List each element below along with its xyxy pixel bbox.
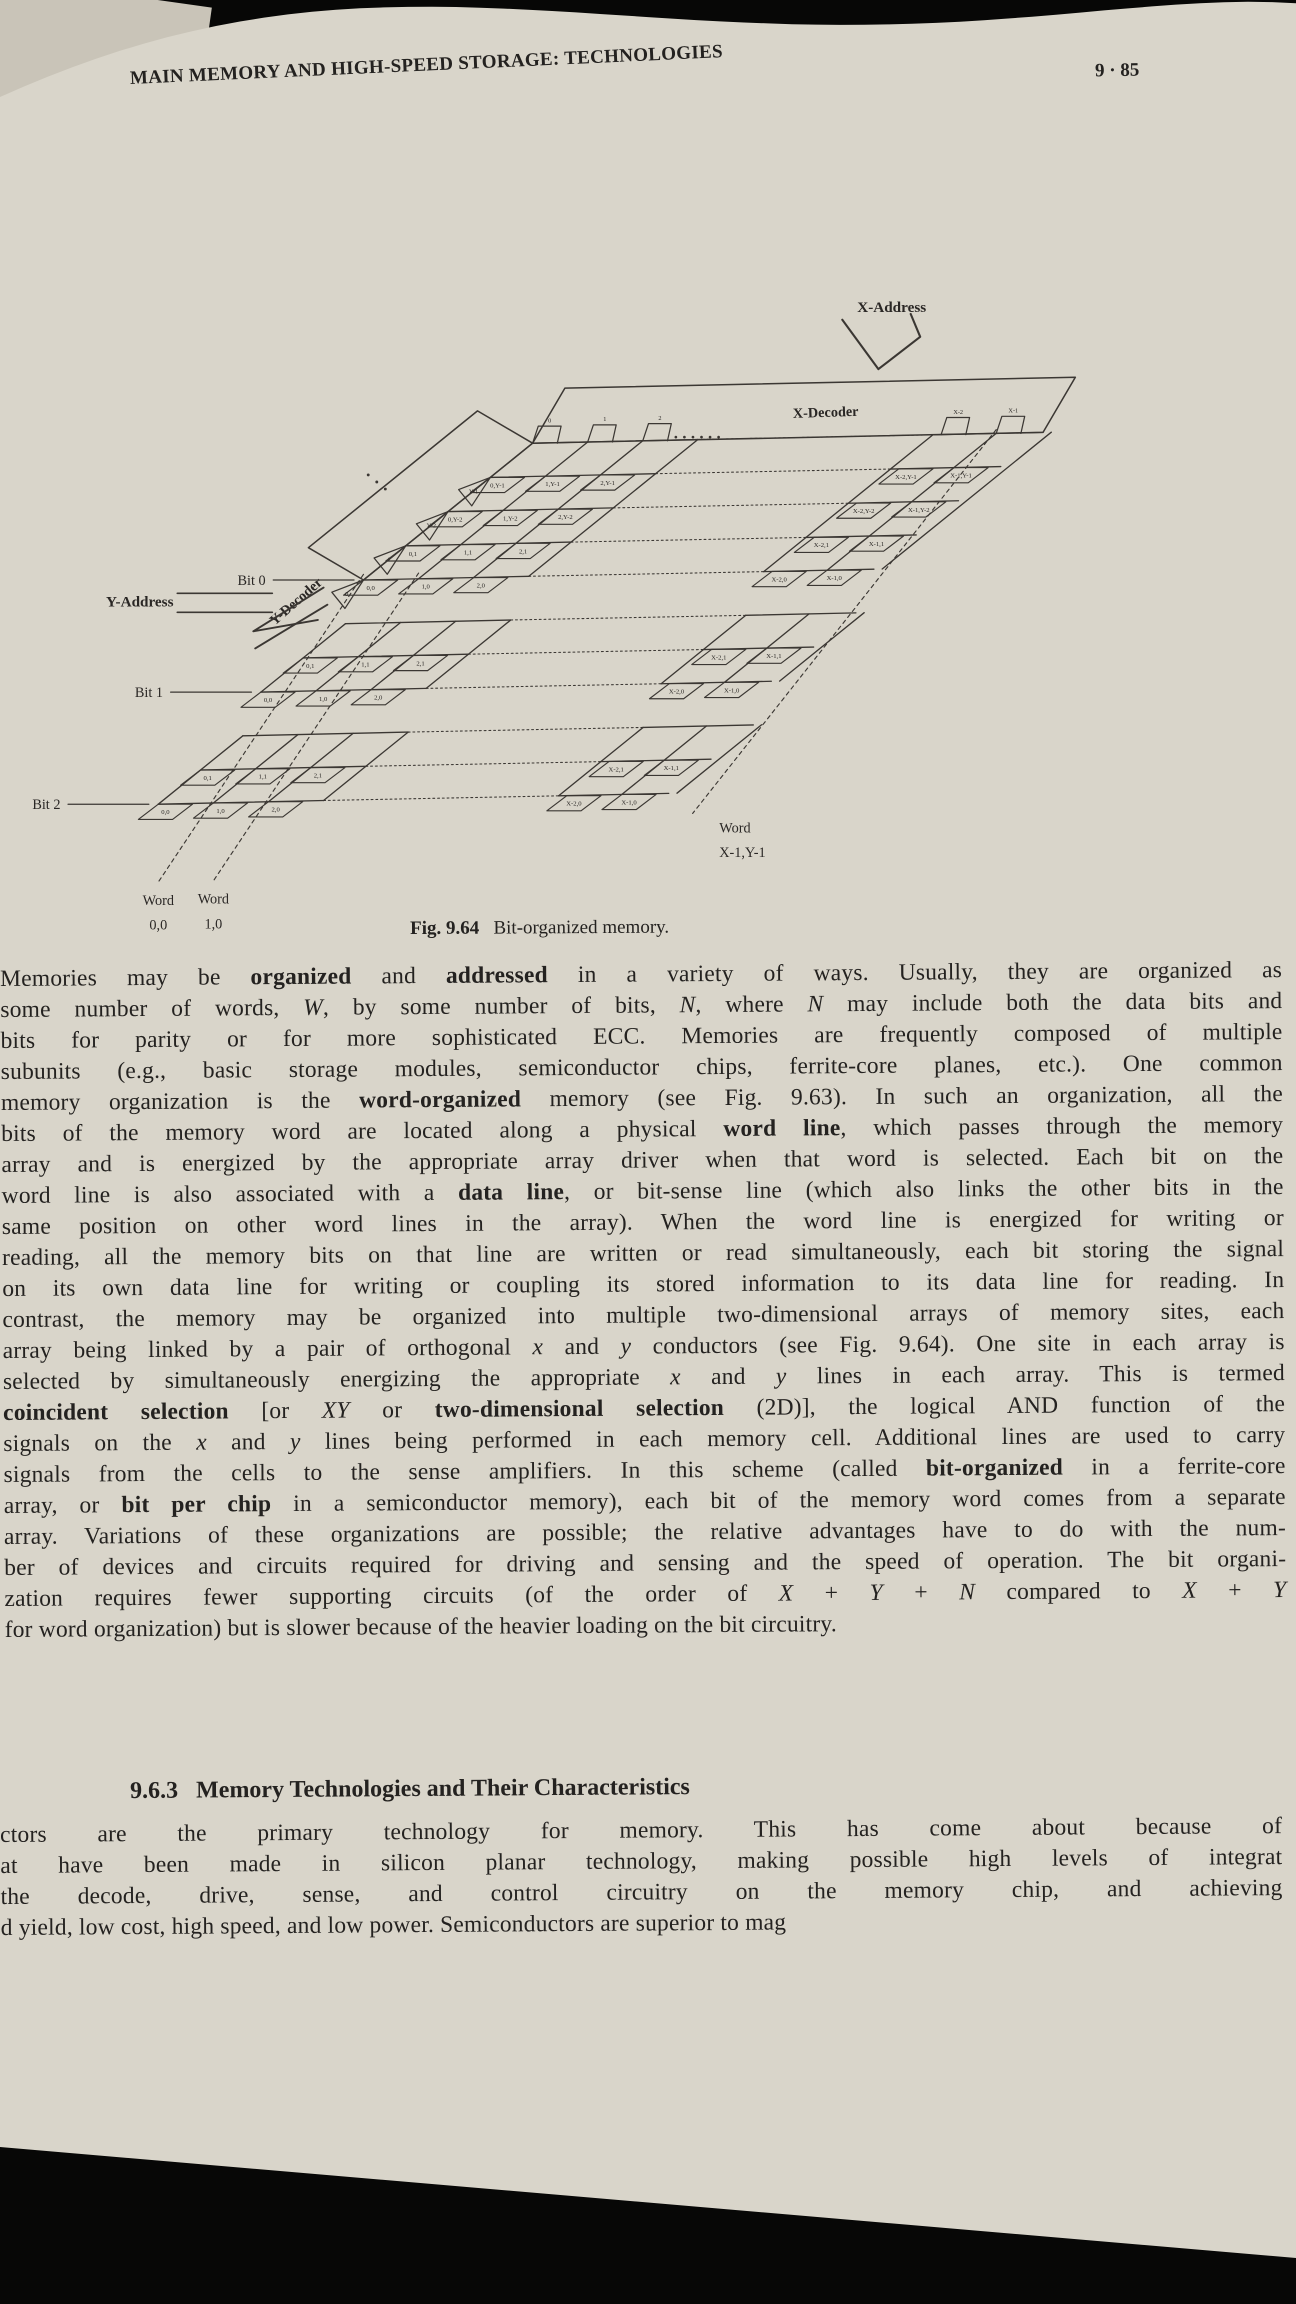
svg-text:1,1: 1,1 [361,662,369,669]
svg-text:X-Address: X-Address [857,299,926,316]
svg-text:2,1: 2,1 [314,773,322,780]
svg-text:X-2,Y-1: X-2,Y-1 [895,474,917,481]
svg-text:X-1,Y-1: X-1,Y-1 [719,845,765,861]
svg-text:0,Y-1: 0,Y-1 [490,482,505,489]
svg-text:Y-1: Y-1 [469,488,478,495]
svg-text:X-2: X-2 [953,409,963,416]
svg-text:X-Decoder: X-Decoder [793,404,860,422]
svg-text:1,0: 1,0 [422,584,431,591]
svg-text:X-1,Y-2: X-1,Y-2 [908,507,930,514]
svg-text:Bit 1: Bit 1 [135,685,163,701]
svg-text:X-1,0: X-1,0 [724,687,740,694]
svg-text:2,1: 2,1 [416,660,424,667]
svg-text:2: 2 [658,415,661,422]
svg-text:1,0: 1,0 [216,808,225,815]
svg-text:2,Y-1: 2,Y-1 [600,480,615,487]
svg-text:X-1: X-1 [1008,408,1018,415]
svg-text:Word: Word [198,892,229,908]
svg-text:X-2,1: X-2,1 [711,654,726,661]
svg-text:X-1,0: X-1,0 [827,575,843,582]
svg-text:0,0: 0,0 [149,918,167,934]
svg-text:X-1,1: X-1,1 [664,765,679,772]
svg-text:X-2,Y-2: X-2,Y-2 [853,508,875,515]
svg-text:1,1: 1,1 [259,774,267,781]
svg-text:0: 0 [548,417,551,424]
svg-text:Y-Address: Y-Address [106,594,174,611]
svg-text:1,Y-2: 1,Y-2 [503,515,518,522]
svg-text:Bit 2: Bit 2 [32,797,60,813]
svg-text:X-2,0: X-2,0 [669,689,685,696]
svg-text:X-2,1: X-2,1 [609,766,624,773]
svg-text:1,0: 1,0 [319,696,328,703]
svg-text:2,0: 2,0 [271,807,280,814]
svg-text:1,1: 1,1 [464,550,472,557]
svg-text:Y-2: Y-2 [427,523,436,530]
svg-text:2,1: 2,1 [519,548,527,555]
svg-text:Word: Word [143,893,174,909]
svg-text:X-2,0: X-2,0 [771,576,787,583]
svg-text:1: 1 [603,416,606,423]
svg-text:0,0: 0,0 [366,585,375,592]
svg-text:2,0: 2,0 [374,695,383,702]
svg-text:X-1,1: X-1,1 [869,541,884,548]
svg-text:Bit 0: Bit 0 [238,573,266,589]
svg-text:0,0: 0,0 [264,697,273,704]
svg-text:0,0: 0,0 [161,809,170,816]
svg-text:0,Y-2: 0,Y-2 [448,517,463,524]
svg-text:Word: Word [719,820,750,836]
svg-text:0: 0 [345,591,348,598]
svg-text:X-1,0: X-1,0 [621,799,637,806]
svg-text:1: 1 [387,557,390,564]
svg-text:X-1,1: X-1,1 [766,653,781,660]
svg-text:2,0: 2,0 [477,583,486,590]
svg-text:0,1: 0,1 [409,551,417,558]
svg-text:1,Y-1: 1,Y-1 [545,481,560,488]
svg-text:0,1: 0,1 [204,775,212,782]
svg-text:0,1: 0,1 [306,663,314,670]
svg-text:X-2,0: X-2,0 [566,801,582,808]
svg-text:1,0: 1,0 [204,916,222,932]
svg-text:X-2,1: X-2,1 [814,542,829,549]
svg-text:2,Y-2: 2,Y-2 [558,514,573,521]
